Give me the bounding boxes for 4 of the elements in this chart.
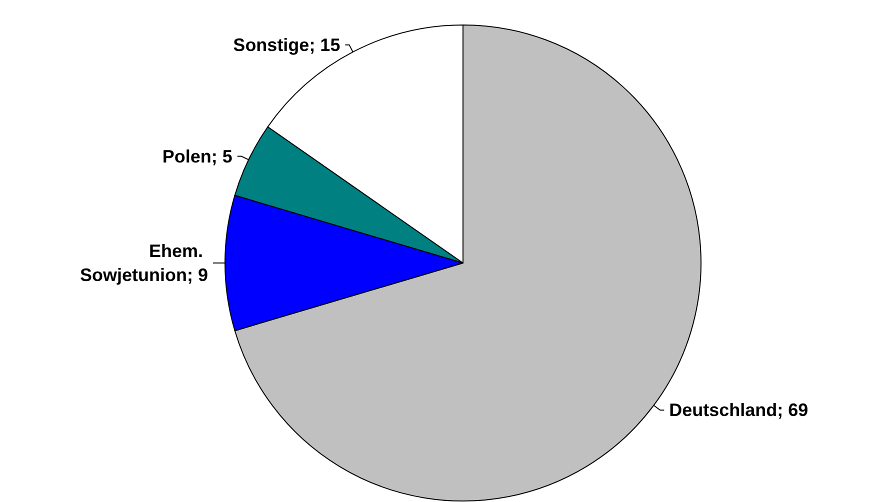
slice-label: Deutschland; 69 — [669, 400, 808, 420]
slice-label: Polen; 5 — [162, 146, 232, 166]
slice-label: Sonstige; 15 — [233, 34, 340, 55]
slice-label: Ehem. Sowjetunion; 9 — [80, 241, 208, 285]
